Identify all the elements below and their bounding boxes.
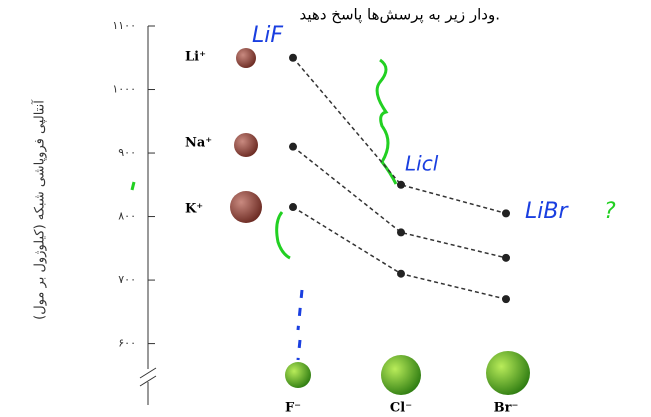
data-point (397, 180, 405, 189)
ion-sphere (285, 362, 311, 388)
brace (275, 211, 291, 260)
legend-label: Na⁺ (185, 136, 212, 151)
y-tick-label: ۶۰۰ (118, 337, 136, 350)
chart-title: ودار زیر به پرسش‌ها پاسخ دهید. (300, 6, 500, 25)
brace (375, 58, 398, 185)
y-axis-label: آنتالپی فروپاشی شبکه (کیلوژول بر مول) (31, 99, 48, 320)
data-point (289, 203, 297, 212)
y-tick-label: ۱۰۰۰ (112, 83, 136, 96)
data-point (397, 228, 405, 237)
ion-sphere (230, 191, 262, 223)
y-tick-label: ۸۰۰ (118, 210, 136, 223)
x-tick-label: Cl⁻ (390, 401, 412, 416)
data-point (502, 295, 510, 304)
ion-sphere (486, 351, 530, 395)
data-point (502, 209, 510, 218)
data-point (289, 53, 297, 62)
ion-sphere (381, 355, 421, 395)
y-tick-label: ۷۰۰ (118, 273, 136, 286)
legend-label: K⁺ (185, 202, 203, 217)
x-tick-label: Br⁻ (494, 401, 519, 416)
series-line (292, 146, 507, 259)
scribble (130, 181, 136, 191)
y-tick-label: ۹۰۰ (118, 146, 136, 159)
annotation: LiF (252, 23, 283, 48)
y-tick-label: ۱۱۰۰ (112, 19, 136, 32)
data-point (289, 142, 297, 151)
axis-break (139, 367, 157, 387)
data-point (397, 269, 405, 278)
annotation: LiBr (525, 199, 569, 224)
annotation: ? (604, 199, 616, 224)
legend-label: Li⁺ (185, 50, 206, 65)
series-line (292, 57, 507, 215)
scribble (296, 289, 304, 361)
data-point (502, 253, 510, 262)
x-tick-label: F⁻ (285, 401, 301, 416)
ion-sphere (236, 48, 256, 68)
ion-sphere (234, 133, 258, 157)
annotation: Licl (405, 152, 439, 176)
series-line (292, 206, 507, 300)
